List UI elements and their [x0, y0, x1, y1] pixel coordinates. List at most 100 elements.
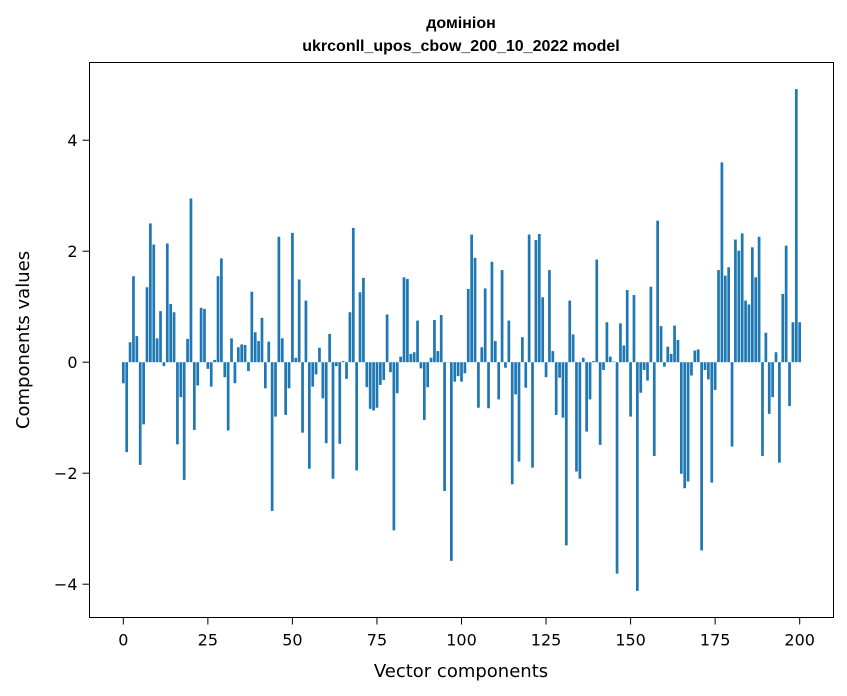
bar-141 — [598, 362, 602, 445]
bar-79 — [389, 362, 392, 373]
bar-80 — [392, 362, 396, 531]
bar-55 — [307, 362, 311, 469]
bar-46 — [277, 236, 281, 363]
bar-47 — [280, 338, 284, 363]
bar-42 — [264, 362, 267, 389]
bar-155 — [646, 362, 649, 381]
bar-149 — [625, 290, 629, 363]
bar-22 — [196, 362, 200, 386]
x-tick-label: 150 — [615, 631, 646, 650]
bar-148 — [622, 345, 626, 363]
bar-194 — [778, 362, 781, 463]
bar-1 — [125, 362, 129, 453]
bar-103 — [470, 234, 473, 363]
bar-156 — [649, 286, 653, 363]
bar-98 — [453, 362, 457, 382]
bar-49 — [287, 362, 291, 389]
y-axis-label: Components values — [13, 251, 34, 429]
bar-10 — [155, 338, 159, 363]
bar-125 — [544, 362, 548, 378]
bar-107 — [483, 288, 487, 363]
bar-105 — [477, 362, 480, 408]
bar-15 — [172, 312, 176, 363]
bar-170 — [696, 349, 700, 363]
bar-151 — [632, 295, 636, 363]
bar-4 — [135, 336, 139, 363]
bar-154 — [642, 362, 646, 370]
bar-116 — [514, 362, 517, 395]
bars-group — [121, 89, 802, 591]
bar-0 — [121, 362, 125, 384]
bar-188 — [757, 236, 761, 363]
x-tick-label: 200 — [784, 631, 815, 650]
bar-12 — [162, 362, 166, 367]
bar-180 — [730, 362, 734, 447]
bar-124 — [541, 297, 545, 363]
bar-2 — [128, 342, 132, 363]
bar-25 — [206, 362, 210, 369]
bar-104 — [473, 257, 477, 363]
bar-143 — [605, 322, 609, 363]
bar-76 — [378, 362, 382, 385]
bar-34 — [236, 347, 240, 363]
bar-84 — [406, 278, 409, 363]
bar-35 — [240, 344, 244, 363]
bar-153 — [639, 362, 643, 393]
bar-97 — [450, 362, 453, 561]
bar-171 — [700, 362, 703, 551]
bar-187 — [754, 277, 758, 363]
y-tick-label: 4 — [67, 131, 77, 150]
bar-95 — [443, 362, 446, 491]
bar-190 — [764, 332, 768, 363]
bar-36 — [243, 345, 247, 363]
bar-11 — [159, 311, 162, 363]
bar-173 — [707, 362, 710, 380]
bar-140 — [595, 259, 599, 363]
bar-168 — [690, 362, 693, 376]
bar-91 — [429, 357, 433, 363]
bar-146 — [615, 362, 619, 574]
bar-82 — [399, 356, 402, 363]
bar-38 — [250, 291, 254, 363]
bar-32 — [230, 338, 233, 363]
y-tick-label: 0 — [67, 353, 77, 372]
bar-64 — [338, 362, 342, 444]
bar-6 — [142, 362, 145, 425]
bar-90 — [426, 362, 430, 388]
bar-26 — [209, 362, 213, 387]
x-tick-label: 75 — [367, 631, 387, 650]
bar-186 — [750, 247, 754, 363]
bar-70 — [358, 292, 362, 363]
bar-126 — [548, 270, 551, 363]
bar-139 — [592, 361, 595, 363]
bar-131 — [564, 362, 568, 546]
bar-189 — [761, 362, 764, 456]
bar-137 — [585, 362, 588, 432]
bar-14 — [169, 303, 173, 363]
x-tick-label: 175 — [700, 631, 731, 650]
bar-196 — [784, 245, 788, 363]
bar-119 — [524, 362, 528, 388]
chart-title: домініон — [426, 15, 496, 32]
bar-192 — [771, 362, 774, 398]
bar-30 — [223, 362, 227, 378]
bar-50 — [291, 232, 294, 363]
bar-56 — [311, 362, 315, 387]
bar-135 — [578, 362, 582, 479]
bar-166 — [683, 362, 687, 489]
bar-106 — [480, 347, 484, 363]
bar-27 — [213, 359, 216, 363]
bar-185 — [747, 304, 751, 363]
bar-161 — [666, 346, 670, 363]
bar-39 — [253, 332, 257, 363]
bar-145 — [612, 361, 616, 363]
bar-53 — [301, 362, 304, 433]
bar-129 — [558, 362, 561, 378]
bar-163 — [673, 325, 676, 363]
bar-85 — [409, 353, 413, 363]
bar-93 — [436, 351, 440, 363]
bar-71 — [362, 277, 365, 363]
bar-67 — [348, 312, 352, 363]
bar-99 — [456, 362, 460, 377]
